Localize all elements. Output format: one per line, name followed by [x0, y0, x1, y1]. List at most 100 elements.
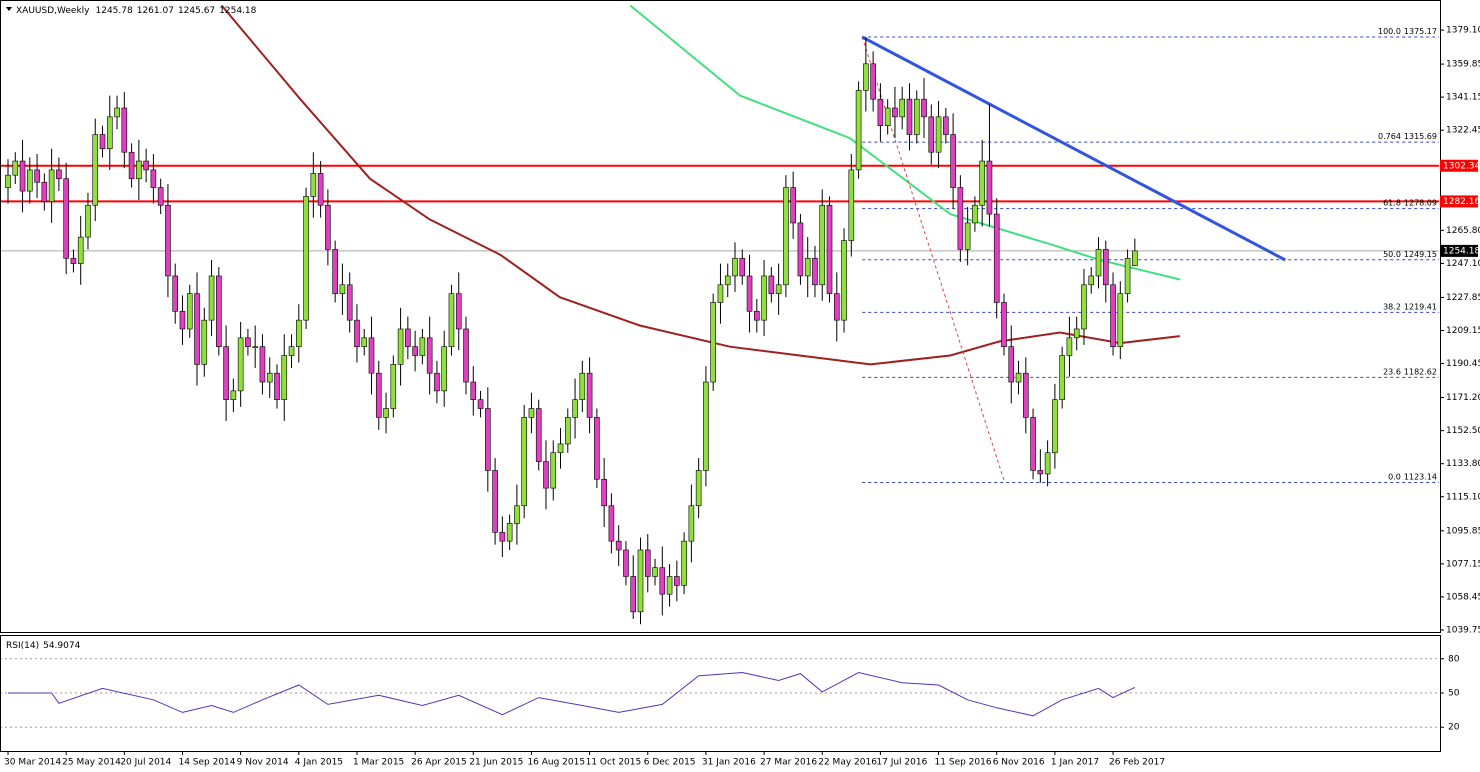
candle-body: [12, 160, 19, 176]
fib-label: 23.6 1182.62: [1383, 367, 1437, 376]
candle-body: [201, 319, 208, 365]
candle-body: [993, 213, 1000, 303]
y-tick-label: 1227.85: [1446, 293, 1480, 303]
candle-body: [19, 160, 26, 192]
candle-body: [1095, 249, 1102, 277]
candle-body: [608, 505, 615, 542]
candle-body: [463, 328, 469, 383]
candle-body: [412, 346, 418, 356]
candle-body: [601, 478, 607, 507]
price-box-label: 1254.18: [1443, 246, 1480, 256]
candle-body: [586, 372, 593, 418]
candle-body: [892, 107, 898, 118]
fib-level-value: 1278.09: [1404, 198, 1437, 207]
x-tick-label: 14 Sep 2014: [178, 758, 235, 768]
candle-body: [921, 98, 927, 118]
candle-body: [1037, 470, 1044, 475]
candle-body: [521, 417, 527, 507]
fib-level-value: 1375.17: [1404, 27, 1437, 36]
candle-body: [768, 275, 775, 294]
candle-body: [826, 204, 833, 294]
candle-body: [150, 169, 157, 188]
candle-body: [441, 346, 448, 392]
rsi-plot: [1, 658, 1439, 728]
candle-body: [48, 169, 55, 203]
candle-body: [70, 257, 77, 264]
price-box: [1440, 244, 1478, 257]
candle-body: [77, 236, 84, 264]
y-tick-label: 1058.45: [1446, 592, 1480, 602]
candle-body: [572, 399, 578, 418]
candle-body: [1132, 250, 1138, 267]
candle-body: [208, 275, 215, 321]
y-tick-label: 1095.85: [1446, 526, 1480, 536]
fib-level-value: 1123.14: [1404, 472, 1437, 481]
candle-body: [477, 399, 484, 409]
candle-body: [535, 408, 542, 462]
fib-level-value: 1249.15: [1404, 249, 1437, 258]
candle-body: [310, 173, 317, 197]
candle-body: [724, 275, 731, 286]
rsi-value: 54.9074: [43, 641, 80, 651]
fib-label: 0.0 1123.14: [1388, 472, 1437, 481]
x-tick-label: 26 Apr 2015: [411, 758, 467, 768]
menu-arrow: [6, 7, 12, 11]
fib-label: 50.0 1249.15: [1383, 249, 1437, 258]
candle-body: [1008, 346, 1015, 383]
candle-body: [216, 275, 222, 347]
candle-body: [732, 257, 738, 277]
candle-body: [1102, 249, 1109, 286]
candle-body: [943, 116, 949, 135]
candle-body: [972, 204, 978, 224]
candle-body: [332, 249, 338, 294]
candle-body: [266, 372, 273, 383]
fib-level-name: 38.2: [1383, 302, 1401, 311]
candle-body: [448, 293, 455, 347]
candle-body: [455, 293, 462, 330]
candle-body: [855, 90, 862, 171]
candle-body: [870, 63, 876, 100]
candle-body: [550, 452, 557, 489]
candle-body: [114, 107, 120, 118]
fib-label: 100.0 1375.17: [1378, 27, 1437, 36]
candle-body: [1001, 302, 1007, 347]
candle-body: [492, 470, 498, 533]
x-tick-label: 21 Jun 2015: [469, 758, 523, 768]
x-tick-label: 6 Nov 2016: [993, 758, 1045, 768]
fib-level-name: 61.8: [1383, 198, 1401, 207]
candle-body: [1052, 399, 1058, 454]
candle-body: [383, 408, 389, 418]
candle-body: [884, 107, 891, 126]
candle-body: [514, 505, 520, 524]
candle-body: [1124, 257, 1131, 294]
candle-body: [274, 372, 280, 401]
y-tick-label: 1209.15: [1446, 326, 1480, 336]
rsi-tick-label: 20: [1448, 723, 1460, 733]
chart-title: XAUUSD,Weekly 1245.78 1261.07 1245.67 1254.1…: [16, 6, 257, 16]
candle-body: [695, 470, 702, 507]
candle-body: [754, 311, 760, 321]
x-tick-label: 1 Mar 2015: [353, 758, 404, 768]
candle-body: [194, 293, 200, 365]
candle-body: [986, 160, 993, 215]
candle-body: [303, 196, 309, 321]
candle-body: [863, 63, 869, 91]
candle-body: [1015, 372, 1022, 383]
candle-body: [63, 178, 69, 259]
y-tick-label: 1341.15: [1446, 93, 1480, 103]
x-tick-label: 25 May 2014: [62, 758, 121, 768]
candle-body: [637, 549, 644, 613]
x-tick-label: 17 Jul 2016: [876, 758, 927, 768]
moving-average: [220, 4, 1181, 366]
price-box: [1440, 195, 1478, 208]
trendline: [861, 35, 1286, 262]
candle-body: [186, 293, 193, 330]
candle-body: [288, 346, 295, 356]
candle-body: [877, 98, 884, 126]
candle-body: [245, 337, 251, 347]
candle-body: [390, 364, 397, 409]
y-tick-label: 1322.45: [1446, 126, 1480, 136]
candle-body: [913, 98, 920, 135]
candle-body: [346, 284, 353, 321]
x-tick-label: 31 Jan 2016: [702, 758, 756, 768]
